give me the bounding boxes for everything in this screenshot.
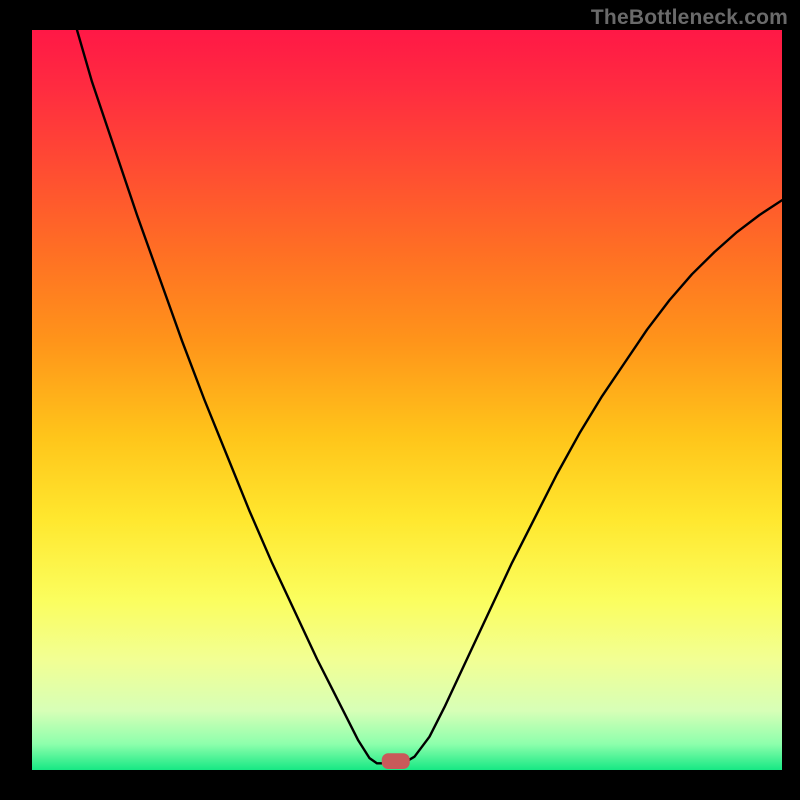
watermark-text: TheBottleneck.com bbox=[591, 6, 788, 30]
plot-background bbox=[32, 30, 782, 770]
chart-container: TheBottleneck.com bbox=[0, 0, 800, 800]
chart-svg bbox=[32, 30, 782, 770]
optimal-marker bbox=[382, 754, 409, 769]
plot-area bbox=[32, 30, 782, 770]
